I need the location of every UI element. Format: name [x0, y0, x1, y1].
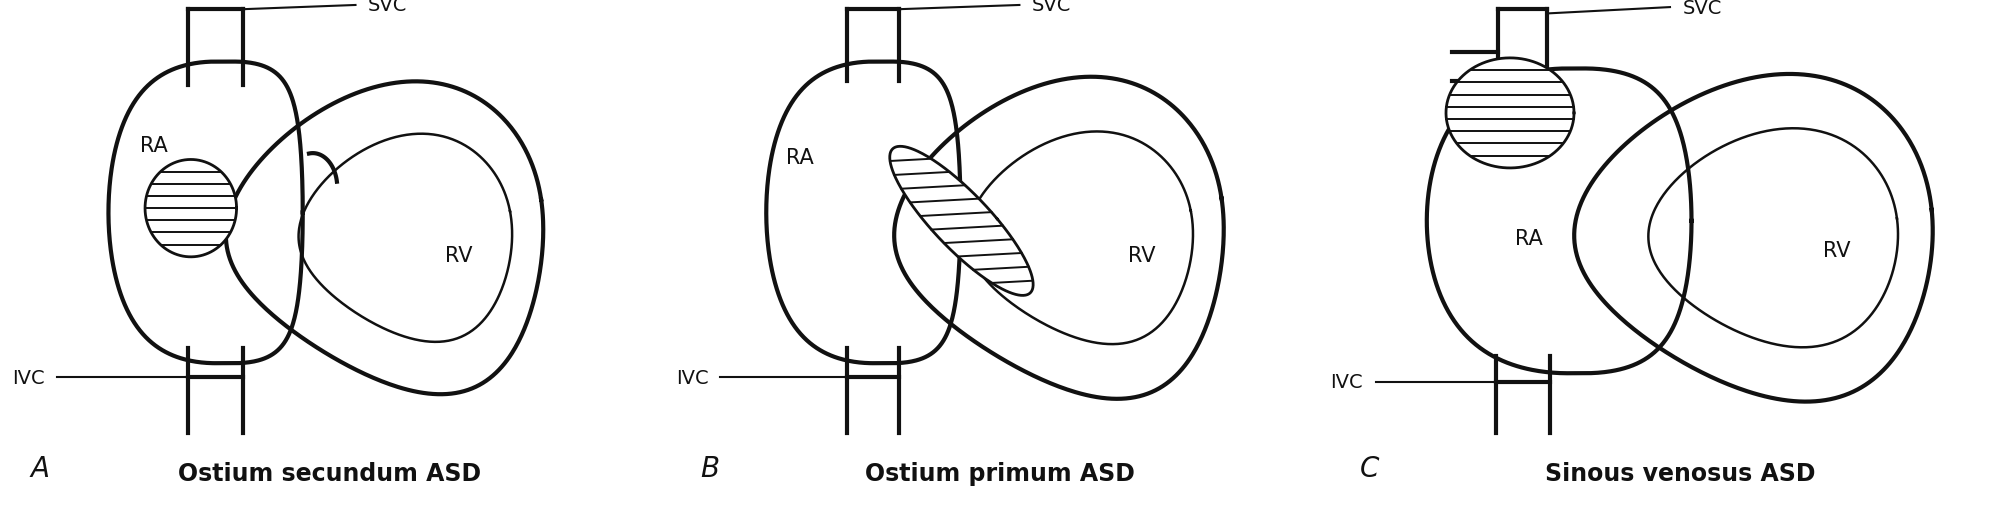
Text: RV: RV: [1128, 245, 1156, 265]
Polygon shape: [890, 147, 1034, 296]
Polygon shape: [1446, 59, 1574, 168]
Text: IVC: IVC: [12, 368, 44, 387]
Text: B: B: [700, 455, 720, 482]
Text: RA: RA: [1516, 229, 1544, 248]
Text: RA: RA: [140, 135, 168, 155]
Text: SVC: SVC: [1682, 0, 1722, 17]
Text: IVC: IVC: [676, 368, 708, 387]
Text: A: A: [30, 455, 48, 482]
Text: IVC: IVC: [1330, 373, 1362, 391]
Text: RA: RA: [786, 148, 814, 168]
Text: Ostium secundum ASD: Ostium secundum ASD: [178, 461, 482, 486]
Polygon shape: [146, 160, 236, 258]
Text: C: C: [1360, 455, 1380, 482]
Text: Ostium primum ASD: Ostium primum ASD: [866, 461, 1134, 486]
Text: Sinous venosus ASD: Sinous venosus ASD: [1544, 461, 1816, 486]
Text: SVC: SVC: [368, 0, 408, 15]
Text: RV: RV: [446, 245, 472, 265]
Text: SVC: SVC: [1032, 0, 1070, 15]
Text: RV: RV: [1822, 241, 1850, 261]
